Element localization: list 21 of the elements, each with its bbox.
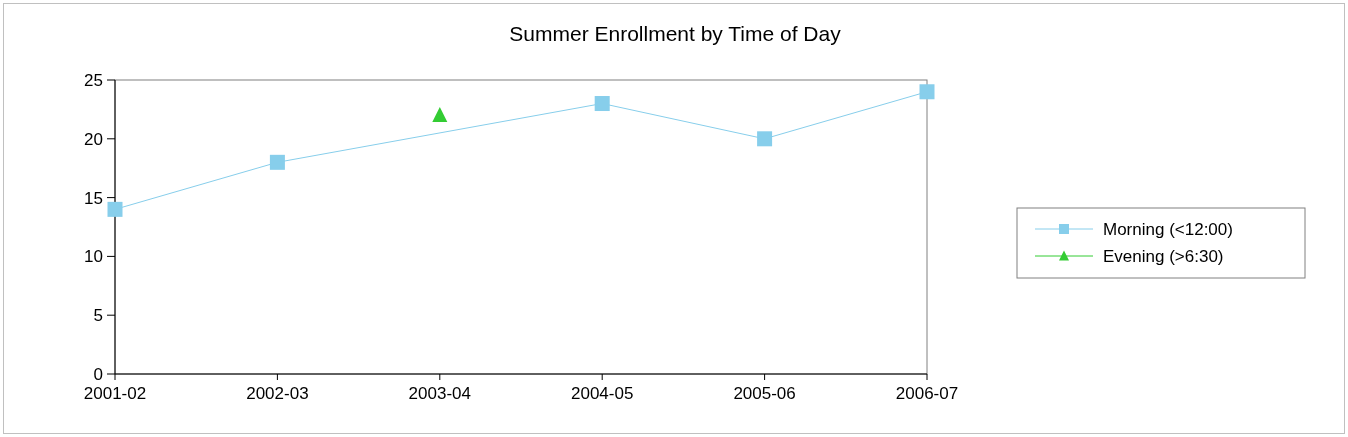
- x-tick-label: 2005-06: [733, 384, 796, 403]
- x-tick-label: 2001-02: [83, 384, 147, 403]
- point: [107, 201, 123, 217]
- point: [594, 96, 610, 112]
- legend-label: Morning (<12:00): [1103, 219, 1233, 239]
- y-tick-label: 10: [84, 247, 103, 267]
- chart-title: Summer Enrollment by Time of Day: [509, 22, 842, 45]
- point: [432, 107, 448, 123]
- x-tick-label: 2004-05: [571, 384, 634, 403]
- x-tick-label: 2003-04: [408, 384, 471, 403]
- y-tick-label: 5: [93, 306, 103, 326]
- point: [269, 154, 285, 170]
- legend-label: Evening (>6:30): [1103, 246, 1224, 266]
- y-tick-label: 25: [84, 70, 103, 90]
- x-tick-label: 2002-03: [246, 384, 309, 403]
- point: [757, 131, 773, 147]
- x-tick-label: 2006-07: [895, 384, 959, 403]
- point: [919, 84, 935, 100]
- y-tick-label: 20: [84, 129, 103, 149]
- y-tick-label: 0: [93, 364, 103, 384]
- y-tick-label: 15: [84, 188, 103, 208]
